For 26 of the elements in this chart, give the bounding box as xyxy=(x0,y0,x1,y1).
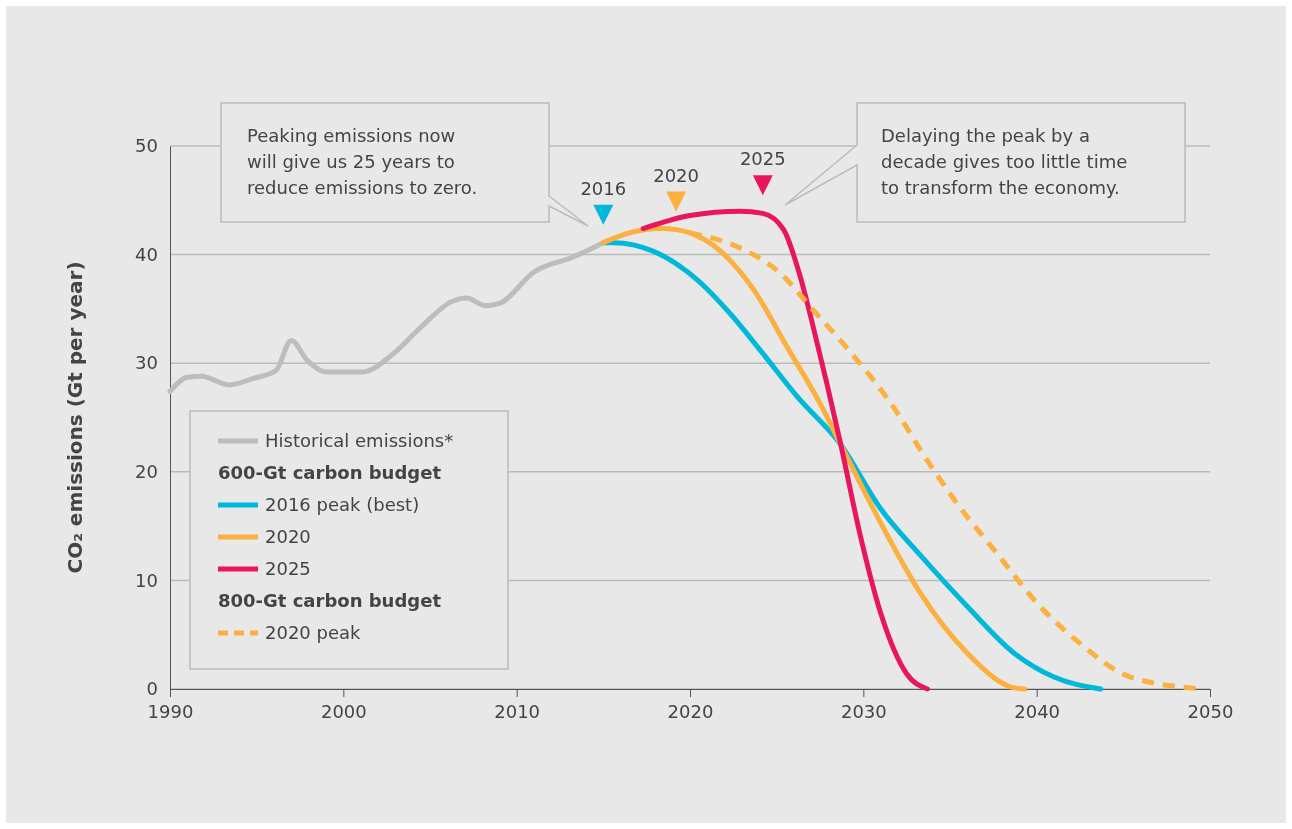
x-tick-label: 2000 xyxy=(320,700,367,722)
legend-label: 2020 xyxy=(265,526,311,547)
annotation: 2020 xyxy=(653,164,700,186)
legend-label: 2020 peak xyxy=(265,622,362,643)
y-tick-label: 50 xyxy=(135,135,158,157)
y-axis-title: CO₂ emissions (Gt per year) xyxy=(63,261,87,574)
annotation: 2025 xyxy=(739,148,786,170)
annotation: 800-Gt carbon budget xyxy=(218,590,442,611)
x-tick-label: 1990 xyxy=(147,700,194,722)
legend-label: 2025 xyxy=(265,558,311,579)
y-tick-label: 30 xyxy=(135,352,158,374)
annotation: 600-Gt carbon budget xyxy=(218,462,442,483)
x-tick-label: 2050 xyxy=(1187,700,1234,722)
x-tick-label: 2040 xyxy=(1014,700,1061,722)
x-tick-label: 2020 xyxy=(667,700,714,722)
y-tick-label: 10 xyxy=(135,569,158,591)
annotation: Peaking emissions now will give us 25 years to reduce emissions to zero. xyxy=(247,125,478,198)
y-tick-label: 40 xyxy=(135,243,158,265)
y-tick-label: 20 xyxy=(135,461,158,483)
legend-label: 2016 peak (best) xyxy=(265,494,420,515)
annotation: Delaying the peak by a decade gives too little time to transform the economy. xyxy=(881,125,1128,198)
annotation: 2016 xyxy=(580,177,627,199)
y-tick-label: 0 xyxy=(146,678,158,700)
legend-label: Historical emissions* xyxy=(265,430,454,451)
x-tick-label: 2010 xyxy=(494,700,541,722)
x-tick-label: 2030 xyxy=(840,700,887,722)
